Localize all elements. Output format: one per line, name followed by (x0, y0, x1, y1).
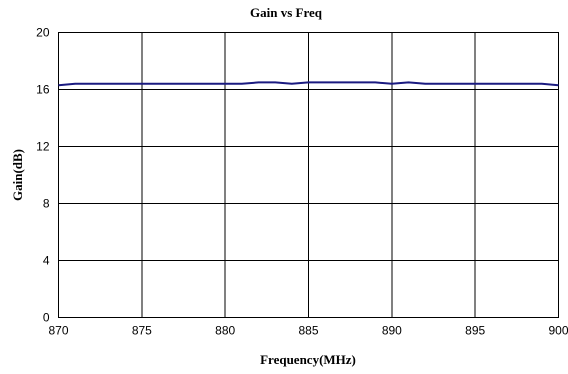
x-axis-ticks: 870 875 880 885 890 895 900 (48, 324, 568, 338)
plot-frame (58, 32, 559, 318)
gain-series-line (58, 81, 559, 87)
x-tick-label: 870 (48, 324, 68, 338)
y-tick-label: 12 (36, 140, 50, 154)
x-tick-label: 885 (298, 324, 318, 338)
chart-title: Gain vs Freq (250, 5, 323, 20)
series-layer (58, 81, 559, 87)
y-tick-label: 0 (43, 311, 50, 325)
x-axis-label: Frequency(MHz) (260, 352, 356, 367)
y-tick-label: 4 (43, 254, 50, 268)
x-tick-label: 900 (548, 324, 568, 338)
x-tick-label: 880 (215, 324, 235, 338)
grid (58, 32, 559, 318)
x-tick-label: 895 (465, 324, 485, 338)
x-tick-label: 875 (132, 324, 152, 338)
y-tick-label: 8 (43, 197, 50, 211)
x-tick-label: 890 (382, 324, 402, 338)
y-tick-label: 16 (36, 83, 50, 97)
y-tick-label: 20 (36, 26, 50, 40)
y-axis-label: Gain(dB) (10, 149, 25, 201)
y-axis-ticks: 0 4 8 12 16 20 (36, 26, 50, 325)
